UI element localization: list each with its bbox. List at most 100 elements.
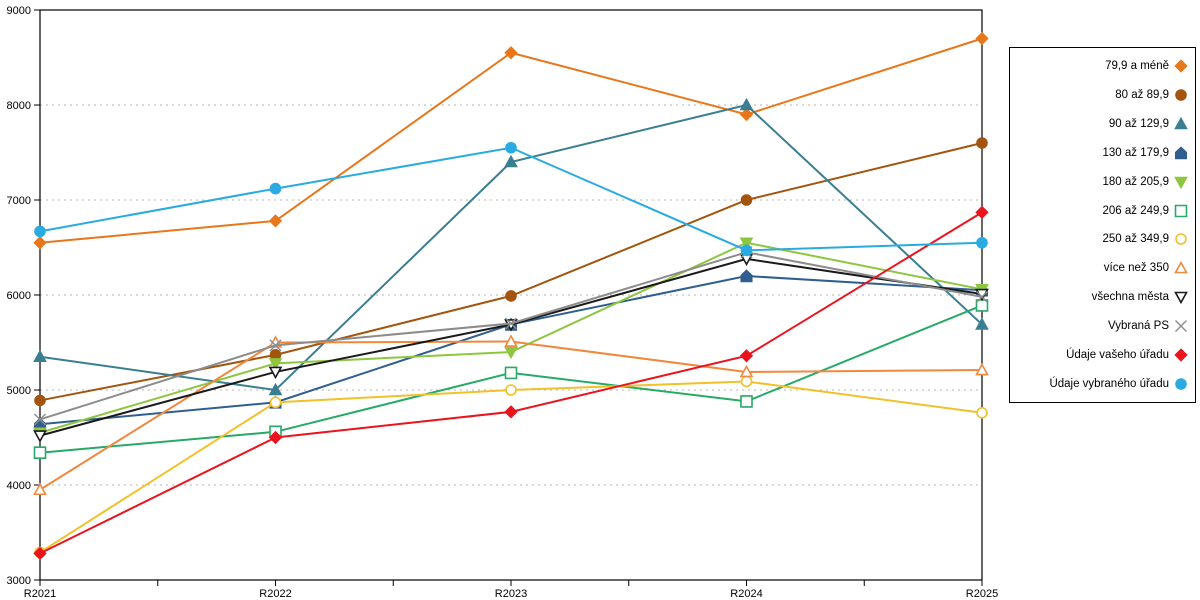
legend-marker-icon — [1174, 117, 1188, 130]
data-point-marker — [1175, 89, 1187, 102]
data-point-marker — [268, 214, 283, 228]
data-point-marker — [504, 154, 518, 168]
data-point-marker — [504, 346, 518, 360]
data-point-marker — [740, 244, 753, 257]
legend-item: 79,9 a méně — [1105, 59, 1188, 74]
legend-item: 80 až 89,9 — [1115, 88, 1188, 102]
data-point-marker — [1174, 204, 1188, 217]
data-point-marker — [33, 446, 47, 459]
data-point-marker — [33, 546, 47, 561]
y-tick-label: 5000 — [7, 385, 31, 397]
data-point-marker — [976, 406, 988, 419]
data-point-marker — [269, 339, 282, 352]
data-point-marker — [33, 236, 47, 250]
legend-item-label: 130 až 179,9 — [1102, 146, 1169, 159]
data-point-marker — [1175, 233, 1187, 246]
legend-item: 206 až 249,9 — [1102, 204, 1188, 218]
legend-item-label: Údaje vybraného úřadu — [1049, 377, 1169, 390]
legend-marker-icon — [1175, 233, 1187, 246]
data-point-marker — [1174, 348, 1188, 362]
data-point-marker — [1174, 261, 1188, 274]
data-point-marker — [504, 46, 518, 60]
legend-marker-icon — [1174, 59, 1188, 74]
y-tick-label: 7000 — [7, 195, 31, 207]
data-point-marker — [740, 269, 753, 283]
series-line — [39, 37, 983, 244]
legend-item-label: 79,9 a méně — [1105, 60, 1169, 73]
x-tick-label: R2025 — [966, 588, 998, 600]
legend-item: 130 až 179,9 — [1102, 146, 1188, 160]
data-point-marker — [976, 290, 988, 303]
data-point-marker — [1174, 146, 1188, 160]
x-tick-label: R2024 — [730, 588, 762, 600]
legend-item-label: 206 až 249,9 — [1102, 204, 1169, 217]
data-point-marker — [1175, 319, 1187, 332]
data-point-marker — [268, 382, 283, 396]
data-point-marker — [1174, 117, 1188, 130]
data-point-marker — [739, 107, 754, 122]
data-point-marker — [33, 349, 47, 363]
legend-marker-icon — [1174, 348, 1188, 362]
legend-item: Vybraná PS — [1108, 319, 1188, 333]
data-point-marker — [976, 137, 988, 149]
y-tick-label: 6000 — [7, 290, 31, 302]
y-tick-label: 3000 — [7, 575, 31, 587]
data-point-marker — [975, 317, 989, 330]
data-point-marker — [504, 334, 518, 347]
data-point-marker — [1174, 176, 1188, 189]
y-tick-label: 8000 — [7, 100, 31, 112]
legend-item: 250 až 349,9 — [1102, 232, 1188, 246]
data-point-marker — [975, 205, 989, 219]
data-point-marker — [739, 349, 754, 363]
data-point-marker — [739, 364, 754, 378]
x-tick-label: R2021 — [24, 588, 56, 600]
y-tick-label: 4000 — [7, 480, 31, 492]
legend-marker-icon — [1174, 204, 1188, 217]
data-point-marker — [504, 366, 518, 380]
data-point-marker — [33, 482, 47, 496]
data-point-marker — [976, 236, 988, 249]
legend-item: více než 350 — [1104, 261, 1188, 275]
y-tick-label: 9000 — [7, 5, 31, 17]
data-point-marker — [975, 299, 989, 312]
legend: 79,9 a méně 80 až 89,9 90 až 129,9 130 až 1… — [1009, 47, 1196, 403]
legend-marker-icon — [1174, 176, 1188, 189]
data-point-marker — [1175, 377, 1187, 390]
legend-item-label: Vybraná PS — [1108, 319, 1169, 332]
legend-item: 90 až 129,9 — [1109, 117, 1188, 131]
legend-item: Údaje vybraného úřadu — [1049, 377, 1188, 391]
x-tick-label: R2022 — [259, 588, 291, 600]
data-point-marker — [740, 375, 753, 388]
legend-item-label: 250 až 349,9 — [1102, 233, 1169, 246]
data-point-marker — [34, 394, 46, 407]
legend-item: Údaje vašeho úřadu — [1066, 348, 1188, 362]
legend-marker-icon — [1174, 261, 1188, 274]
data-point-marker — [268, 366, 283, 380]
data-point-marker — [268, 358, 283, 371]
data-point-marker — [505, 141, 517, 154]
legend-marker-icon — [1174, 146, 1188, 160]
data-point-marker — [269, 396, 282, 409]
legend-marker-icon — [1175, 89, 1187, 102]
data-point-marker — [1174, 291, 1188, 305]
data-point-marker — [975, 362, 989, 376]
data-point-marker — [505, 384, 517, 396]
data-point-marker — [739, 237, 754, 250]
data-point-marker — [268, 430, 283, 445]
x-tick-label: R2023 — [495, 588, 527, 600]
data-point-marker — [740, 194, 753, 206]
data-point-marker — [34, 413, 46, 426]
legend-marker-icon — [1174, 291, 1188, 305]
data-point-marker — [505, 290, 517, 302]
legend-marker-icon — [1175, 319, 1187, 332]
legend-marker-icon — [1175, 377, 1187, 390]
data-point-marker — [740, 395, 753, 408]
legend-item-label: 180 až 205,9 — [1102, 175, 1169, 188]
legend-item: všechna města — [1092, 290, 1188, 305]
data-point-marker — [269, 182, 282, 195]
series-line — [39, 142, 983, 402]
data-point-marker — [1174, 59, 1188, 74]
legend-item-label: 80 až 89,9 — [1115, 89, 1169, 102]
